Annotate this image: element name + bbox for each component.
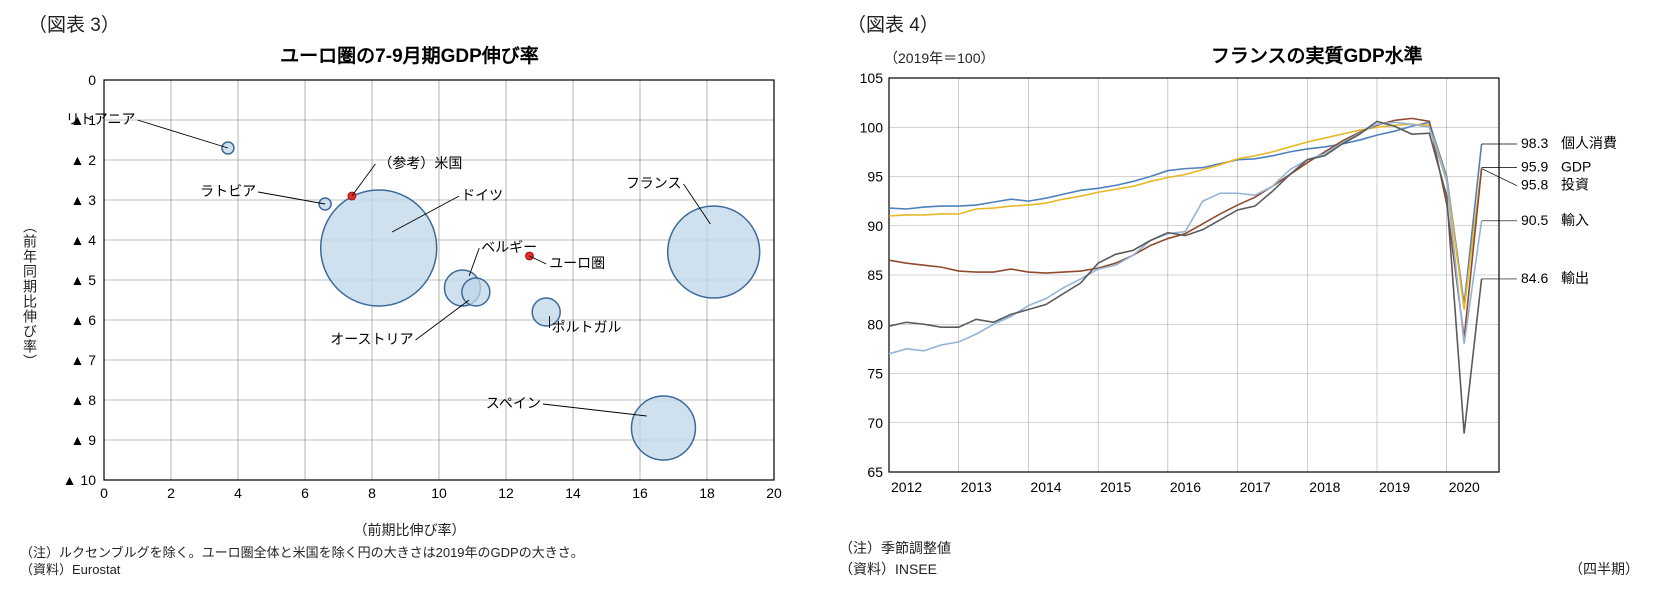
figure-4-title: フランスの実質GDP水準 [995, 41, 1639, 68]
svg-text:65: 65 [867, 464, 883, 480]
svg-text:2014: 2014 [1030, 479, 1061, 495]
svg-text:2019: 2019 [1379, 479, 1410, 495]
svg-text:14: 14 [565, 485, 581, 501]
svg-text:105: 105 [860, 70, 884, 86]
svg-text:2013: 2013 [961, 479, 992, 495]
svg-text:2: 2 [167, 485, 175, 501]
figure-3-y-axis-title: （前年同期比伸び率） [20, 219, 44, 369]
svg-text:0: 0 [100, 485, 108, 501]
svg-text:▲ 7: ▲ 7 [70, 352, 96, 368]
bubble-chart: ▲ 10▲ 9▲ 8▲ 7▲ 6▲ 5▲ 4▲ 3▲ 2▲ 1002468101… [44, 70, 784, 510]
svg-text:95.9: 95.9 [1521, 159, 1548, 175]
figure-4-y-unit: （2019年＝100） [884, 48, 995, 68]
svg-text:20: 20 [766, 485, 782, 501]
figure-4-chart-body: 65 70 75 80 85 90 95 100 105 2012 2013 2014 2015 2016… [839, 70, 1639, 533]
figure-4-notes: （注）季節調整値 （資料）INSEE （四半期） [839, 537, 1639, 579]
svg-text:80: 80 [867, 316, 883, 332]
svg-text:4: 4 [234, 485, 242, 501]
svg-text:85: 85 [867, 267, 883, 283]
figure-3-panel: （図表 3） ユーロ圏の7-9月期GDP伸び率 （前年同期比伸び率） ▲ 10 ▲… [20, 10, 799, 579]
svg-text:2015: 2015 [1100, 479, 1131, 495]
svg-text:18: 18 [699, 485, 715, 501]
svg-text:▲ 4: ▲ 4 [70, 232, 96, 248]
svg-text:▲ 9: ▲ 9 [70, 432, 96, 448]
svg-text:▲ 10: ▲ 10 [63, 472, 97, 488]
svg-text:6: 6 [301, 485, 309, 501]
svg-text:▲ 5: ▲ 5 [70, 272, 96, 288]
figure-4-header: （2019年＝100） フランスの実質GDP水準 [839, 41, 1639, 70]
figure-4-note-1: （注）季節調整値 [839, 539, 951, 558]
svg-text:10: 10 [431, 485, 447, 501]
svg-text:輸出: 輸出 [1561, 270, 1589, 286]
svg-text:個人消費: 個人消費 [1561, 135, 1617, 151]
svg-text:▲ 3: ▲ 3 [70, 192, 96, 208]
svg-text:▲ 2: ▲ 2 [70, 152, 96, 168]
svg-text:ラトビア: ラトビア [200, 183, 256, 199]
figure-3-note-1: （注）ルクセンブルグを除く。ユーロ圏全体と米国を除く円の大きさは2019年のGD… [20, 544, 799, 562]
svg-text:70: 70 [867, 415, 883, 431]
svg-text:ポルトガル: ポルトガル [552, 319, 622, 335]
svg-text:2016: 2016 [1170, 479, 1201, 495]
svg-text:2020: 2020 [1449, 479, 1480, 495]
figure-3-note-2: （資料）Eurostat [20, 561, 799, 579]
svg-text:輸入: 輸入 [1561, 212, 1589, 228]
svg-text:98.3: 98.3 [1521, 135, 1548, 151]
svg-text:90.5: 90.5 [1521, 212, 1548, 228]
figure-4-label: （図表 4） [839, 10, 1639, 37]
svg-text:投資: 投資 [1561, 177, 1589, 193]
figure-3-x-axis-title: （前期比伸び率） [20, 520, 799, 540]
figure-4-x-unit: （四半期） [1569, 560, 1639, 579]
svg-text:リトアニア: リトアニア [66, 111, 136, 127]
svg-text:2012: 2012 [891, 479, 922, 495]
svg-text:▲ 6: ▲ 6 [70, 312, 96, 328]
svg-text:GDP: GDP [1561, 159, 1591, 175]
svg-text:8: 8 [368, 485, 376, 501]
svg-text:90: 90 [867, 218, 883, 234]
figure-4-panel: （図表 4） （2019年＝100） フランスの実質GDP水準 65 70 75 80… [839, 10, 1639, 579]
svg-text:100: 100 [860, 119, 884, 135]
svg-text:84.6: 84.6 [1521, 270, 1548, 286]
svg-text:ドイツ: ドイツ [461, 187, 503, 203]
svg-text:75: 75 [867, 366, 883, 382]
svg-text:▲ 8: ▲ 8 [70, 392, 96, 408]
svg-text:2017: 2017 [1240, 479, 1271, 495]
figure-4-note-2: （資料）INSEE [839, 560, 937, 579]
svg-text:95: 95 [867, 169, 883, 185]
figure-3-notes: （注）ルクセンブルグを除く。ユーロ圏全体と米国を除く円の大きさは2019年のGD… [20, 544, 799, 579]
figure-3-chart-body: （前年同期比伸び率） ▲ 10▲ 9▲ 8▲ 7▲ 6▲ 5▲ 4▲ 3▲ 2▲… [20, 70, 799, 518]
line-chart: 65 70 75 80 85 90 95 100 105 2012 2013 2014 2015 2016… [839, 70, 1639, 500]
svg-text:12: 12 [498, 485, 514, 501]
svg-text:オーストリア: オーストリア [330, 331, 413, 347]
figure-3-title: ユーロ圏の7-9月期GDP伸び率 [20, 41, 799, 68]
svg-text:16: 16 [632, 485, 648, 501]
svg-text:（参考）米国: （参考）米国 [378, 155, 462, 171]
svg-text:95.8: 95.8 [1521, 177, 1548, 193]
svg-text:ユーロ圏: ユーロ圏 [549, 255, 605, 271]
figure-3-label: （図表 3） [20, 10, 799, 37]
svg-text:0: 0 [88, 72, 96, 88]
svg-text:2018: 2018 [1309, 479, 1340, 495]
svg-text:フランス: フランス [626, 175, 682, 191]
svg-text:スペイン: スペイン [486, 395, 541, 411]
